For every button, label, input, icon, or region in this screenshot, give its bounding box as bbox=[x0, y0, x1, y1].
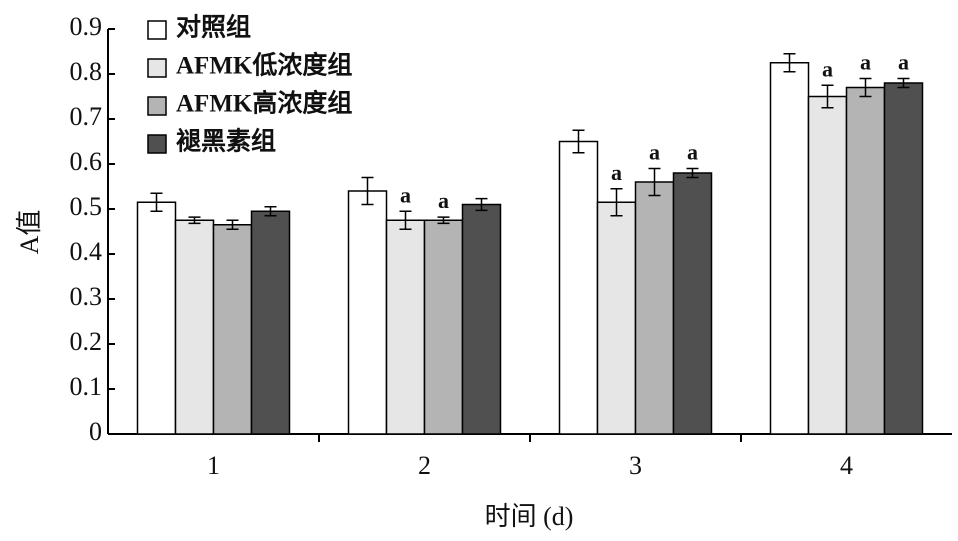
bar bbox=[347, 190, 388, 435]
bar bbox=[461, 203, 502, 435]
legend-label: AFMK低浓度组 bbox=[176, 51, 352, 80]
bar bbox=[883, 82, 924, 435]
bar bbox=[558, 140, 599, 435]
legend-label: AFMK高浓度组 bbox=[176, 89, 352, 118]
legend-swatch bbox=[147, 96, 167, 116]
y-tick-label: 0.8 bbox=[70, 57, 103, 86]
error-bar bbox=[399, 210, 412, 230]
error-bar bbox=[475, 197, 488, 212]
bar bbox=[423, 219, 464, 435]
annotation: a bbox=[860, 50, 871, 75]
error-bar bbox=[648, 167, 661, 197]
y-tick-label: 0.1 bbox=[70, 372, 103, 401]
error-bar bbox=[226, 219, 239, 230]
error-bar bbox=[150, 192, 163, 212]
y-tick-label: 0.2 bbox=[70, 327, 103, 356]
bar bbox=[634, 181, 675, 435]
error-bar bbox=[897, 77, 910, 89]
error-bar bbox=[859, 77, 872, 98]
bar bbox=[385, 219, 426, 435]
annotation: a bbox=[649, 140, 660, 165]
y-tick-label: 0.9 bbox=[70, 12, 103, 41]
error-bar bbox=[783, 53, 796, 73]
legend-label: 对照组 bbox=[176, 14, 251, 42]
bar bbox=[845, 86, 886, 435]
error-bar bbox=[437, 216, 450, 225]
legend-swatch bbox=[147, 20, 167, 40]
y-tick-label: 0.3 bbox=[70, 282, 103, 311]
annotation: a bbox=[687, 140, 698, 165]
bar bbox=[596, 201, 637, 435]
y-tick-label: 0.7 bbox=[70, 102, 103, 131]
bar bbox=[672, 172, 713, 435]
x-axis-label: 时间 (d) bbox=[485, 502, 574, 531]
bar bbox=[212, 224, 253, 435]
annotation: a bbox=[400, 182, 411, 207]
annotation: a bbox=[898, 50, 909, 75]
error-bar bbox=[188, 216, 201, 225]
error-bar bbox=[264, 206, 277, 217]
annotation: a bbox=[822, 56, 833, 81]
error-bar bbox=[821, 84, 834, 109]
bar bbox=[136, 201, 177, 435]
x-tick-label: 4 bbox=[840, 451, 853, 480]
x-tick-label: 2 bbox=[418, 451, 431, 480]
y-tick-label: 0 bbox=[89, 417, 102, 446]
bar bbox=[769, 62, 810, 435]
legend-swatch bbox=[147, 58, 167, 78]
error-bar bbox=[686, 167, 699, 179]
annotation: a bbox=[611, 160, 622, 185]
error-bar bbox=[572, 129, 585, 154]
bar bbox=[174, 219, 215, 435]
error-bar bbox=[361, 176, 374, 206]
annotation: a bbox=[438, 188, 449, 213]
x-tick-label: 1 bbox=[207, 451, 220, 480]
error-bar bbox=[610, 188, 623, 217]
y-axis-label: A值 bbox=[15, 210, 44, 255]
bar bbox=[250, 210, 291, 435]
bar bbox=[807, 95, 848, 435]
y-tick-label: 0.4 bbox=[70, 237, 103, 266]
legend-label: 褪黑素组 bbox=[176, 128, 276, 156]
legend-swatch bbox=[147, 134, 167, 154]
y-tick-label: 0.5 bbox=[70, 192, 103, 221]
y-tick-label: 0.6 bbox=[70, 147, 103, 176]
x-tick-label: 3 bbox=[629, 451, 642, 480]
